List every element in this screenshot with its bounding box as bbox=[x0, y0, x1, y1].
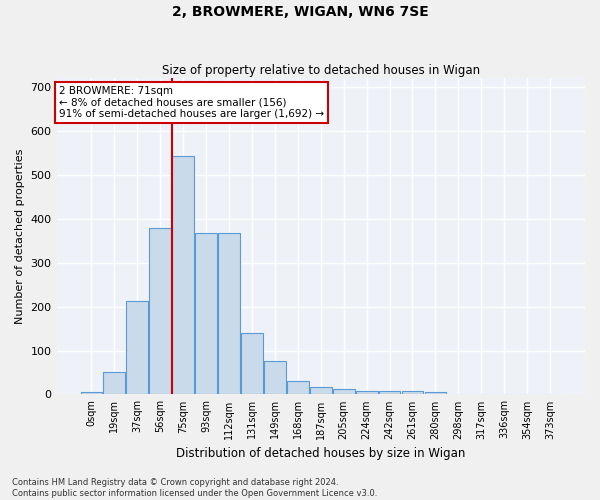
Bar bbox=[195, 233, 217, 394]
Title: Size of property relative to detached houses in Wigan: Size of property relative to detached ho… bbox=[162, 64, 480, 77]
Bar bbox=[218, 233, 240, 394]
Bar bbox=[241, 333, 263, 394]
Bar bbox=[333, 389, 355, 394]
Bar bbox=[149, 228, 171, 394]
Bar bbox=[401, 392, 424, 394]
Bar bbox=[287, 382, 309, 394]
Bar bbox=[80, 392, 103, 394]
Text: 2 BROWMERE: 71sqm
← 8% of detached houses are smaller (156)
91% of semi-detached: 2 BROWMERE: 71sqm ← 8% of detached house… bbox=[59, 86, 325, 120]
Bar bbox=[127, 301, 148, 394]
Bar bbox=[172, 156, 194, 394]
Bar bbox=[310, 388, 332, 394]
Y-axis label: Number of detached properties: Number of detached properties bbox=[15, 148, 25, 324]
Text: Contains HM Land Registry data © Crown copyright and database right 2024.
Contai: Contains HM Land Registry data © Crown c… bbox=[12, 478, 377, 498]
Bar bbox=[425, 392, 446, 394]
Text: 2, BROWMERE, WIGAN, WN6 7SE: 2, BROWMERE, WIGAN, WN6 7SE bbox=[172, 5, 428, 19]
Bar bbox=[103, 372, 125, 394]
Bar bbox=[356, 391, 377, 394]
Bar bbox=[379, 391, 400, 394]
Bar bbox=[264, 361, 286, 394]
X-axis label: Distribution of detached houses by size in Wigan: Distribution of detached houses by size … bbox=[176, 447, 466, 460]
